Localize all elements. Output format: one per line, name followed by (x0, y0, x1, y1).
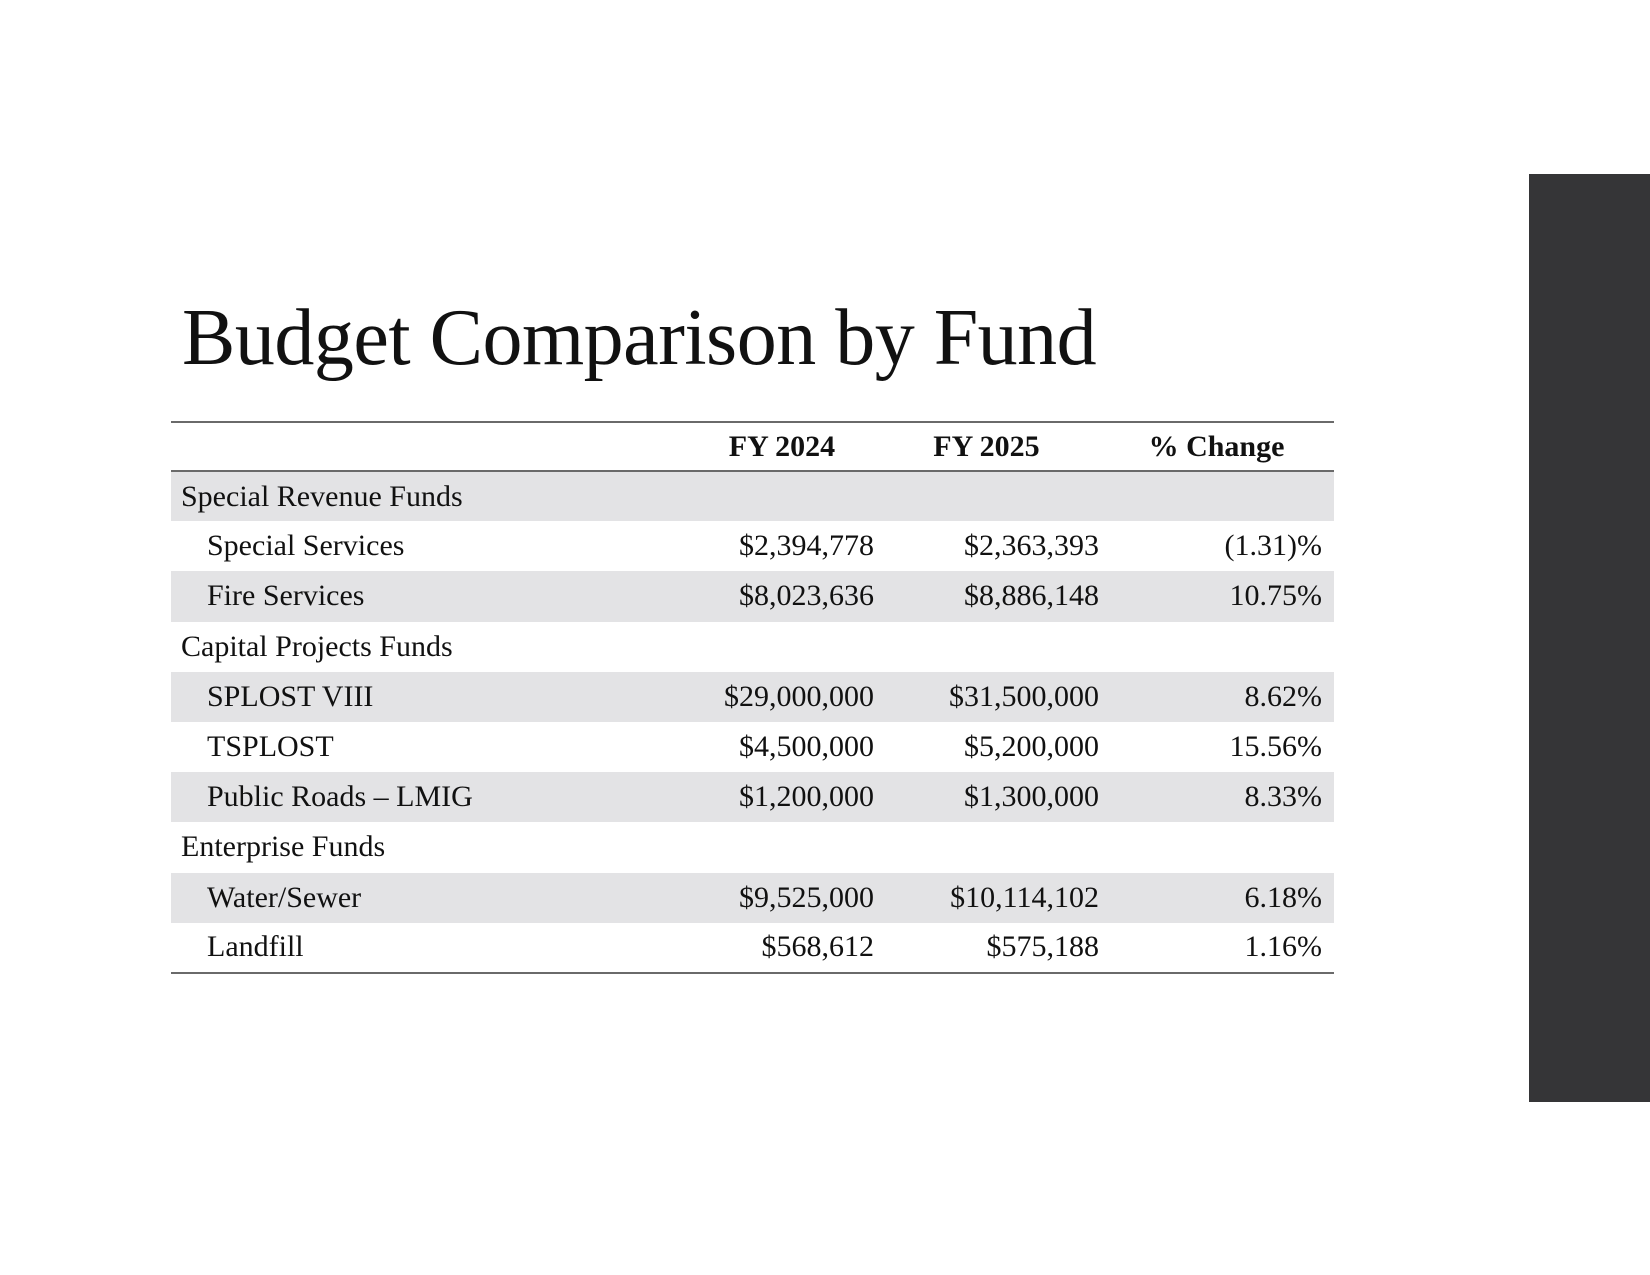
fy2024-value: $9,525,000 (739, 880, 874, 914)
fy2025-value: $5,200,000 (964, 730, 1099, 764)
fy2024-value (690, 471, 874, 521)
percent-change (1099, 822, 1334, 872)
fy2024-value: $4,500,000 (739, 730, 874, 764)
percent-change: 8.62% (1244, 679, 1323, 713)
fy2024-value: $1,200,000 (739, 780, 874, 814)
fy2024-value (690, 822, 874, 872)
percent-change: 8.33% (1244, 780, 1323, 814)
percent-change: 10.75% (1229, 579, 1323, 613)
fund-name: SPLOST VIII (207, 679, 374, 713)
fy2025-value: $1,300,000 (964, 780, 1099, 814)
table-row: Fire Services $8,023,636 $8,886,148 10.75% (171, 571, 1334, 622)
fund-name: Enterprise Funds (181, 830, 386, 864)
percent-change (1099, 471, 1334, 521)
table-row: TSPLOST $4,500,000 $5,200,000 15.56% (171, 722, 1334, 772)
budget-table: FY 2024 FY 2025 % Change Special Revenue… (171, 421, 1334, 974)
fy2025-value: $8,886,148 (964, 579, 1099, 613)
group-row: Special Revenue Funds (171, 471, 1334, 522)
fy2025-value: $10,114,102 (950, 880, 1099, 914)
group-row: Enterprise Funds (171, 822, 1334, 872)
fund-name: Water/Sewer (207, 880, 362, 914)
header-change: % Change (1148, 429, 1285, 463)
fund-name: Special Revenue Funds (181, 479, 463, 513)
percent-change (1099, 622, 1334, 672)
table-header-row: FY 2024 FY 2025 % Change (171, 422, 1334, 471)
table-row: Landfill $568,612 $575,188 1.16% (171, 923, 1334, 973)
header-label (171, 422, 690, 471)
header-fy2024: FY 2024 (728, 429, 836, 463)
fy2025-value (874, 471, 1099, 521)
fy2025-value: $31,500,000 (949, 679, 1099, 713)
table-row: Public Roads – LMIG $1,200,000 $1,300,000 8… (171, 772, 1334, 823)
fy2024-value: $568,612 (761, 930, 875, 964)
fund-name: Public Roads – LMIG (207, 780, 473, 814)
fund-name: Capital Projects Funds (181, 629, 453, 663)
percent-change: 6.18% (1244, 880, 1323, 914)
percent-change: 1.16% (1244, 930, 1323, 964)
fund-name: TSPLOST (207, 730, 334, 764)
fy2025-value (874, 622, 1099, 672)
fy2025-value: $2,363,393 (964, 529, 1099, 563)
group-row: Capital Projects Funds (171, 622, 1334, 672)
decorative-side-bar (1529, 174, 1650, 1102)
fund-name: Fire Services (207, 579, 365, 613)
fy2024-value: $8,023,636 (739, 579, 874, 613)
table-row: Water/Sewer $9,525,000 $10,114,102 6.18% (171, 872, 1334, 923)
table-row: Special Services $2,394,778 $2,363,393 (1.3… (171, 521, 1334, 571)
fund-name: Landfill (207, 930, 304, 964)
page-title: Budget Comparison by Fund (182, 294, 1097, 382)
header-fy2025: FY 2025 (933, 429, 1040, 463)
table-row: SPLOST VIII $29,000,000 $31,500,000 8.62% (171, 671, 1334, 722)
percent-change: 15.56% (1229, 730, 1323, 764)
fy2025-value (874, 822, 1099, 872)
fy2024-value (690, 622, 874, 672)
fund-name: Special Services (207, 529, 405, 563)
percent-change: (1.31)% (1224, 529, 1322, 563)
fy2025-value: $575,188 (986, 930, 1100, 964)
fy2024-value: $2,394,778 (739, 529, 874, 563)
fy2024-value: $29,000,000 (724, 679, 874, 713)
